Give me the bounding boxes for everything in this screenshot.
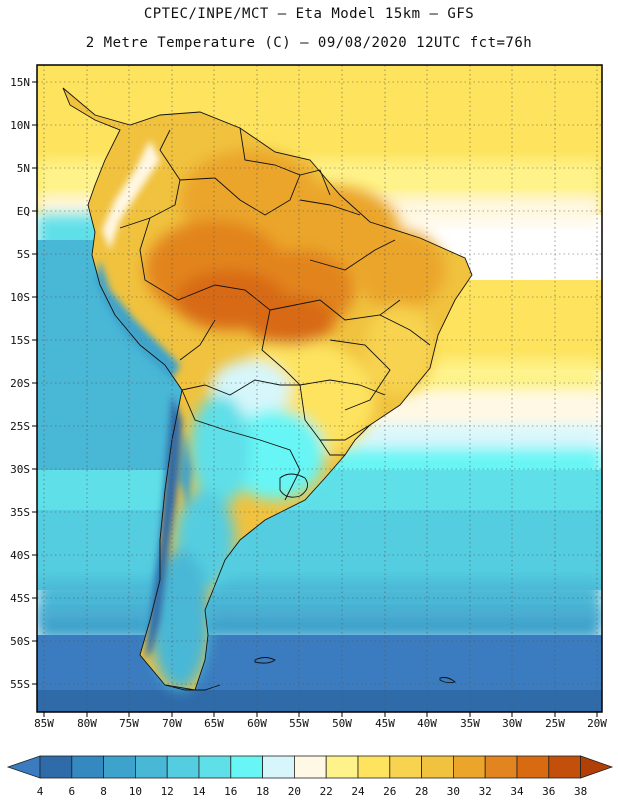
lat-label: 30S bbox=[10, 463, 30, 476]
lat-label: 10N bbox=[10, 119, 30, 132]
lat-label: 10S bbox=[10, 291, 30, 304]
colorbar-tick: 22 bbox=[320, 785, 333, 798]
colorbar-swatch bbox=[198, 755, 232, 779]
latitude-labels: 15N 10N 5N EQ 5S 10S 15S 20S 25S 30S 35S… bbox=[10, 76, 30, 691]
colorbar-tick: 20 bbox=[288, 785, 301, 798]
colorbar-swatch bbox=[325, 755, 359, 779]
lat-label: 5S bbox=[17, 248, 30, 261]
map-frame bbox=[36, 64, 603, 713]
lat-label: 15S bbox=[10, 334, 30, 347]
colorbar-tick: 16 bbox=[224, 785, 237, 798]
colorbar-swatch bbox=[421, 755, 454, 779]
lon-label: 40W bbox=[417, 717, 437, 730]
colorbar-tick: 14 bbox=[192, 785, 206, 798]
lon-label: 65W bbox=[204, 717, 224, 730]
longitude-labels: 85W 80W 75W 70W 65W 60W 55W 50W 45W 40W … bbox=[34, 717, 607, 730]
colorbar-tick: 26 bbox=[383, 785, 396, 798]
title-line-1: CPTEC/INPE/MCT – Eta Model 15km – GFS bbox=[143, 6, 475, 22]
lon-label: 35W bbox=[460, 717, 480, 730]
colorbar-swatch bbox=[548, 755, 581, 779]
colorbar-tick: 6 bbox=[68, 785, 75, 798]
lat-label: 20S bbox=[10, 377, 30, 390]
lon-label: 45W bbox=[375, 717, 395, 730]
colorbar-tick: 28 bbox=[415, 785, 428, 798]
country-borders bbox=[62, 87, 473, 691]
colorbar-swatch bbox=[389, 755, 422, 779]
colorbar-swatch bbox=[39, 755, 73, 779]
lat-label: EQ bbox=[17, 205, 30, 218]
colorbar-tick: 30 bbox=[447, 785, 460, 798]
colorbar-tick: 8 bbox=[100, 785, 107, 798]
lat-label: 45S bbox=[10, 592, 30, 605]
colorbar-swatch bbox=[484, 755, 518, 779]
colorbar-swatch bbox=[357, 755, 391, 779]
lon-label: 55W bbox=[289, 717, 309, 730]
lon-label: 50W bbox=[332, 717, 352, 730]
lon-label: 30W bbox=[502, 717, 522, 730]
colorbar-right-arrow bbox=[580, 755, 614, 779]
colorbar-tick: 36 bbox=[542, 785, 555, 798]
colorbar-tick: 32 bbox=[479, 785, 492, 798]
color-scale-legend: 4 6 8 10 12 14 16 18 20 22 24 26 28 30 3… bbox=[6, 755, 614, 798]
colorbar-tick: 34 bbox=[510, 785, 524, 798]
lon-label: 20W bbox=[587, 717, 607, 730]
colorbar-tick: 18 bbox=[256, 785, 269, 798]
lat-label: 5N bbox=[17, 162, 30, 175]
title-line-2: 2 Metre Temperature (C) – 09/08/2020 12U… bbox=[85, 35, 533, 51]
colorbar-tick: 12 bbox=[161, 785, 174, 798]
lat-label: 25S bbox=[10, 420, 30, 433]
lat-label: 55S bbox=[10, 678, 30, 691]
colorbar-swatch bbox=[166, 755, 200, 779]
lon-label: 60W bbox=[247, 717, 267, 730]
colorbar-swatch bbox=[516, 755, 550, 779]
colorbar-tick: 4 bbox=[37, 785, 44, 798]
colorbar-swatch bbox=[452, 755, 486, 779]
lon-label: 25W bbox=[545, 717, 565, 730]
lat-label: 35S bbox=[10, 506, 30, 519]
lon-label: 80W bbox=[77, 717, 97, 730]
lat-label: 40S bbox=[10, 549, 30, 562]
lon-label: 75W bbox=[119, 717, 139, 730]
colorbar-swatch bbox=[293, 755, 327, 779]
colorbar-tick: 10 bbox=[129, 785, 142, 798]
lon-label: 70W bbox=[162, 717, 182, 730]
colorbar-swatch bbox=[103, 755, 136, 779]
colorbar-left-arrow bbox=[6, 755, 41, 779]
colorbar-tick: 24 bbox=[351, 785, 365, 798]
lat-label: 50S bbox=[10, 635, 30, 648]
colorbar-swatch bbox=[71, 755, 105, 779]
colorbar-swatch bbox=[230, 755, 264, 779]
colorbar-tick: 38 bbox=[574, 785, 587, 798]
lon-label: 85W bbox=[34, 717, 54, 730]
temperature-field bbox=[37, 65, 602, 712]
colorbar-swatch bbox=[262, 755, 295, 779]
lat-label: 15N bbox=[10, 76, 30, 89]
colorbar-swatch bbox=[134, 755, 168, 779]
